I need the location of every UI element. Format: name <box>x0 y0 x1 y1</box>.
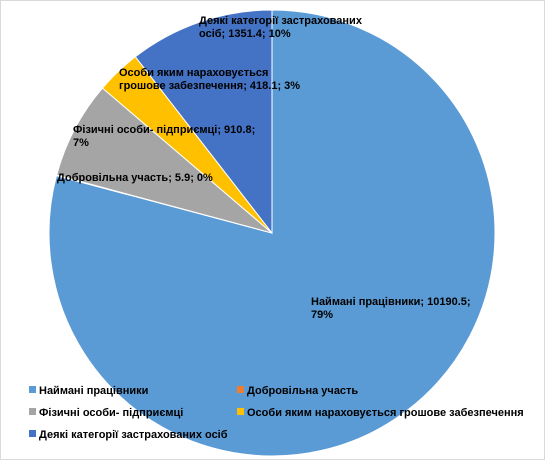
legend-swatch <box>237 386 244 393</box>
data-label: Наймані працівники; 10190.5; 79% <box>311 296 471 321</box>
data-label: Добровільна участь; 5.9; 0% <box>57 172 213 184</box>
legend: Наймані працівники Добровільна участь Фізи… <box>29 385 524 441</box>
legend-swatch <box>29 408 36 415</box>
legend-item: Добровільна участь <box>237 385 358 397</box>
legend-item: Фізичні особи- підприємці <box>29 407 183 419</box>
legend-item: Наймані працівники <box>29 385 148 397</box>
data-labels: Наймані працівники; 10190.5; 79% Добровіль… <box>57 15 471 321</box>
pie-slice <box>134 9 273 235</box>
pie-slices <box>48 9 496 457</box>
legend-label: Фізичні особи- підприємці <box>39 407 183 419</box>
legend-swatch <box>237 408 244 415</box>
legend-label: Наймані працівники <box>39 385 148 397</box>
legend-swatch <box>29 430 36 437</box>
legend-swatch <box>29 386 36 393</box>
data-label: Фізичні особи- підприємці; 910.8; 7% <box>73 124 255 149</box>
legend-label: Добровільна участь <box>247 385 358 397</box>
data-label: Особи яким нараховується грошове забезпеч… <box>119 67 300 92</box>
legend-label: Деякі категорії застрахованих осіб <box>39 429 228 441</box>
legend-item: Особи яким нараховується грошове забезпе… <box>237 407 524 419</box>
legend-label: Особи яким нараховується грошове забезпе… <box>247 407 524 419</box>
legend-item: Деякі категорії застрахованих осіб <box>29 429 228 441</box>
data-label: Деякі категорії застрахованих осіб; 1351.… <box>199 15 363 40</box>
